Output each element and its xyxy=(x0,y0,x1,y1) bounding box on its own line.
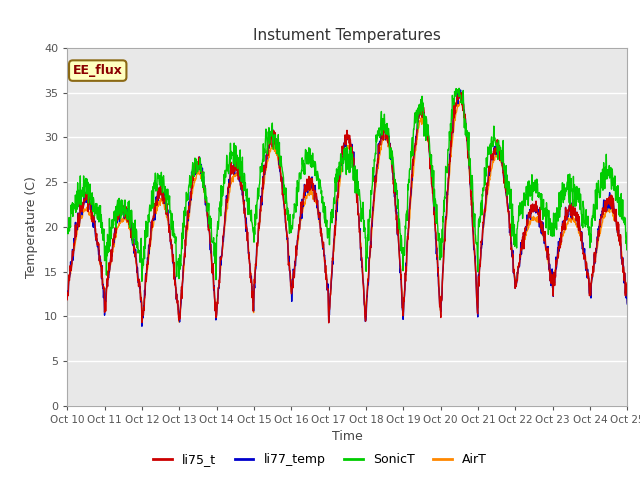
Legend: li75_t, li77_temp, SonicT, AirT: li75_t, li77_temp, SonicT, AirT xyxy=(148,448,492,471)
X-axis label: Time: Time xyxy=(332,430,363,443)
Y-axis label: Temperature (C): Temperature (C) xyxy=(26,176,38,278)
Title: Instument Temperatures: Instument Temperatures xyxy=(253,28,441,43)
Text: EE_flux: EE_flux xyxy=(73,64,123,77)
